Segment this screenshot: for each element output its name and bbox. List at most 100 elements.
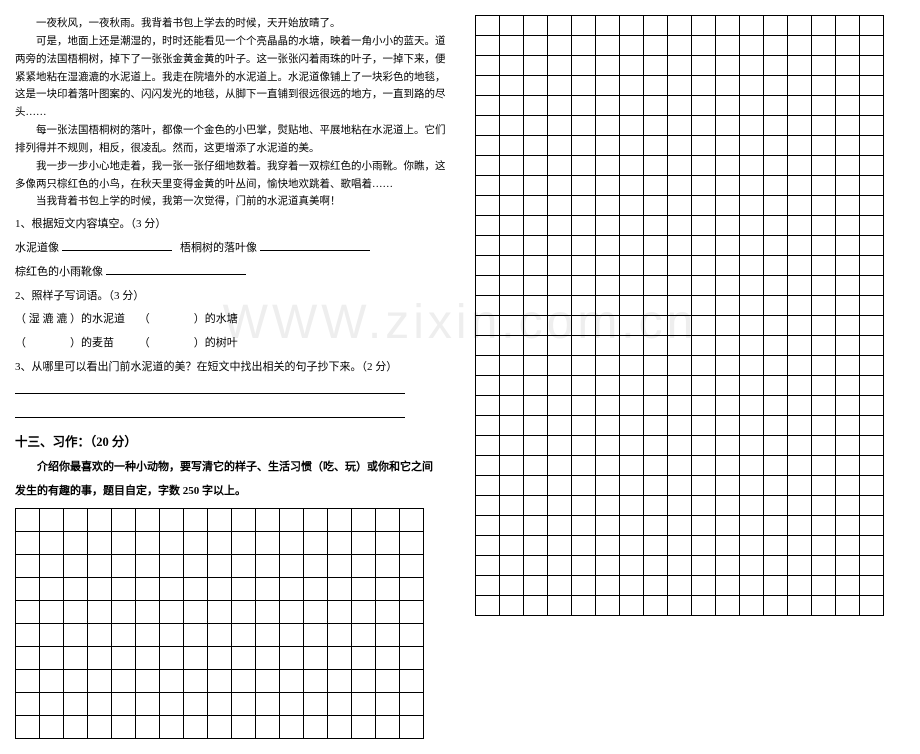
grid-cell[interactable] — [499, 355, 524, 376]
grid-cell[interactable] — [787, 335, 812, 356]
grid-cell[interactable] — [811, 535, 836, 556]
grid-cell[interactable] — [571, 575, 596, 596]
grid-cell[interactable] — [787, 455, 812, 476]
grid-cell[interactable] — [763, 595, 788, 616]
grid-cell[interactable] — [207, 600, 232, 624]
grid-cell[interactable] — [763, 555, 788, 576]
grid-cell[interactable] — [499, 155, 524, 176]
grid-cell[interactable] — [327, 715, 352, 739]
grid-cell[interactable] — [835, 35, 860, 56]
grid-cell[interactable] — [835, 555, 860, 576]
grid-cell[interactable] — [87, 646, 112, 670]
grid-cell[interactable] — [595, 435, 620, 456]
grid-cell[interactable] — [87, 508, 112, 532]
grid-cell[interactable] — [787, 355, 812, 376]
q2-blank-right[interactable]: （ ）的树叶 — [139, 337, 238, 349]
grid-cell[interactable] — [523, 35, 548, 56]
grid-cell[interactable] — [643, 515, 668, 536]
grid-cell[interactable] — [739, 575, 764, 596]
grid-cell[interactable] — [475, 335, 500, 356]
grid-cell[interactable] — [859, 375, 884, 396]
grid-cell[interactable] — [207, 623, 232, 647]
grid-cell[interactable] — [547, 275, 572, 296]
grid-cell[interactable] — [475, 95, 500, 116]
grid-cell[interactable] — [811, 555, 836, 576]
grid-cell[interactable] — [667, 315, 692, 336]
grid-cell[interactable] — [207, 531, 232, 555]
grid-cell[interactable] — [619, 175, 644, 196]
grid-cell[interactable] — [499, 375, 524, 396]
grid-cell[interactable] — [231, 692, 256, 716]
grid-cell[interactable] — [15, 692, 40, 716]
grid-cell[interactable] — [499, 335, 524, 356]
grid-cell[interactable] — [255, 623, 280, 647]
grid-cell[interactable] — [523, 515, 548, 536]
grid-cell[interactable] — [643, 175, 668, 196]
grid-cell[interactable] — [523, 435, 548, 456]
grid-cell[interactable] — [619, 295, 644, 316]
grid-cell[interactable] — [255, 577, 280, 601]
grid-cell[interactable] — [523, 115, 548, 136]
grid-cell[interactable] — [595, 455, 620, 476]
grid-cell[interactable] — [499, 175, 524, 196]
grid-cell[interactable] — [375, 623, 400, 647]
grid-cell[interactable] — [351, 531, 376, 555]
grid-cell[interactable] — [619, 435, 644, 456]
grid-cell[interactable] — [547, 55, 572, 76]
grid-cell[interactable] — [859, 255, 884, 276]
grid-cell[interactable] — [787, 415, 812, 436]
grid-cell[interactable] — [523, 195, 548, 216]
fill-blank[interactable] — [106, 274, 246, 275]
grid-cell[interactable] — [351, 577, 376, 601]
grid-cell[interactable] — [619, 375, 644, 396]
grid-cell[interactable] — [523, 595, 548, 616]
grid-cell[interactable] — [835, 355, 860, 376]
grid-cell[interactable] — [135, 623, 160, 647]
grid-cell[interactable] — [763, 455, 788, 476]
grid-cell[interactable] — [87, 715, 112, 739]
grid-cell[interactable] — [595, 95, 620, 116]
grid-cell[interactable] — [763, 35, 788, 56]
grid-cell[interactable] — [715, 35, 740, 56]
grid-cell[interactable] — [739, 215, 764, 236]
grid-cell[interactable] — [835, 255, 860, 276]
grid-cell[interactable] — [619, 515, 644, 536]
grid-cell[interactable] — [787, 195, 812, 216]
grid-cell[interactable] — [859, 75, 884, 96]
grid-cell[interactable] — [279, 646, 304, 670]
grid-cell[interactable] — [595, 555, 620, 576]
grid-cell[interactable] — [667, 115, 692, 136]
grid-cell[interactable] — [667, 235, 692, 256]
grid-cell[interactable] — [643, 415, 668, 436]
grid-cell[interactable] — [715, 435, 740, 456]
grid-cell[interactable] — [859, 415, 884, 436]
grid-cell[interactable] — [859, 35, 884, 56]
grid-cell[interactable] — [715, 415, 740, 436]
grid-cell[interactable] — [279, 508, 304, 532]
grid-cell[interactable] — [399, 508, 424, 532]
grid-cell[interactable] — [787, 535, 812, 556]
grid-cell[interactable] — [63, 623, 88, 647]
grid-cell[interactable] — [571, 195, 596, 216]
grid-cell[interactable] — [763, 395, 788, 416]
grid-cell[interactable] — [547, 415, 572, 436]
grid-cell[interactable] — [763, 135, 788, 156]
grid-cell[interactable] — [739, 455, 764, 476]
grid-cell[interactable] — [351, 669, 376, 693]
grid-cell[interactable] — [255, 692, 280, 716]
grid-cell[interactable] — [763, 515, 788, 536]
grid-cell[interactable] — [739, 495, 764, 516]
grid-cell[interactable] — [571, 255, 596, 276]
grid-cell[interactable] — [811, 115, 836, 136]
grid-cell[interactable] — [691, 375, 716, 396]
grid-cell[interactable] — [859, 235, 884, 256]
grid-cell[interactable] — [715, 335, 740, 356]
grid-cell[interactable] — [547, 175, 572, 196]
grid-cell[interactable] — [523, 215, 548, 236]
grid-cell[interactable] — [595, 575, 620, 596]
grid-cell[interactable] — [399, 531, 424, 555]
grid-cell[interactable] — [811, 475, 836, 496]
grid-cell[interactable] — [595, 115, 620, 136]
grid-cell[interactable] — [835, 415, 860, 436]
grid-cell[interactable] — [667, 395, 692, 416]
